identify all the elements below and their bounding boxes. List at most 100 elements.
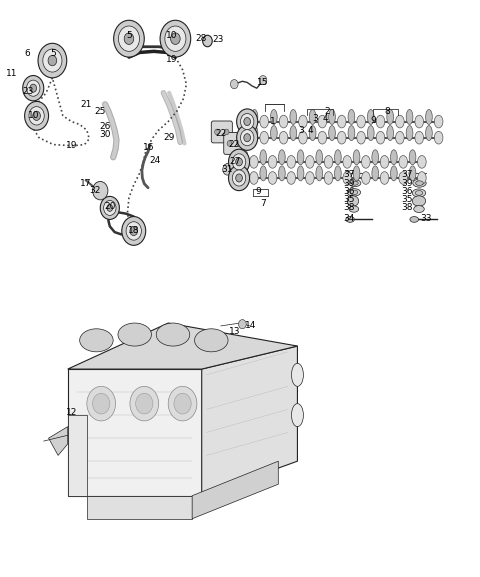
Circle shape xyxy=(345,170,350,176)
Text: 22: 22 xyxy=(215,129,227,137)
Ellipse shape xyxy=(348,110,355,125)
Text: 20: 20 xyxy=(104,203,116,211)
Circle shape xyxy=(231,159,239,168)
Text: 10: 10 xyxy=(166,31,178,40)
Circle shape xyxy=(237,125,258,151)
Ellipse shape xyxy=(399,171,408,184)
Text: 15: 15 xyxy=(257,78,269,87)
Ellipse shape xyxy=(367,126,374,141)
Circle shape xyxy=(244,134,251,142)
Ellipse shape xyxy=(290,126,297,141)
Ellipse shape xyxy=(372,166,379,181)
Ellipse shape xyxy=(372,150,379,165)
Ellipse shape xyxy=(260,115,268,128)
Ellipse shape xyxy=(350,190,358,194)
Circle shape xyxy=(259,76,267,85)
Ellipse shape xyxy=(194,329,228,352)
Ellipse shape xyxy=(309,110,316,125)
Ellipse shape xyxy=(250,171,258,184)
Ellipse shape xyxy=(306,171,314,184)
Circle shape xyxy=(48,55,57,66)
Ellipse shape xyxy=(268,171,277,184)
Text: 4: 4 xyxy=(323,114,328,123)
Ellipse shape xyxy=(406,126,413,141)
Circle shape xyxy=(227,141,232,147)
Text: 12: 12 xyxy=(66,408,77,417)
Ellipse shape xyxy=(297,166,304,181)
Ellipse shape xyxy=(271,126,277,141)
Text: 5: 5 xyxy=(50,49,56,58)
Ellipse shape xyxy=(399,156,408,168)
Circle shape xyxy=(170,33,180,44)
Ellipse shape xyxy=(346,216,354,222)
Circle shape xyxy=(29,107,44,125)
Circle shape xyxy=(168,387,197,421)
Ellipse shape xyxy=(279,132,288,144)
Text: 35: 35 xyxy=(401,196,412,204)
Ellipse shape xyxy=(347,189,360,196)
Circle shape xyxy=(23,76,44,101)
Circle shape xyxy=(24,102,48,130)
Ellipse shape xyxy=(361,171,370,184)
Ellipse shape xyxy=(343,171,351,184)
Ellipse shape xyxy=(337,115,346,128)
Ellipse shape xyxy=(434,132,443,144)
Circle shape xyxy=(215,129,219,135)
Ellipse shape xyxy=(329,126,336,141)
Circle shape xyxy=(26,80,40,96)
Circle shape xyxy=(93,394,110,414)
Ellipse shape xyxy=(251,110,258,125)
Ellipse shape xyxy=(278,150,285,165)
Circle shape xyxy=(124,33,134,44)
Text: 38: 38 xyxy=(343,204,355,212)
Ellipse shape xyxy=(268,156,277,168)
Ellipse shape xyxy=(351,181,358,185)
Ellipse shape xyxy=(349,206,359,212)
Polygon shape xyxy=(68,369,202,496)
Ellipse shape xyxy=(337,132,346,144)
Ellipse shape xyxy=(380,156,389,168)
Ellipse shape xyxy=(357,115,365,128)
Ellipse shape xyxy=(291,364,303,387)
Circle shape xyxy=(30,84,36,92)
Text: 37: 37 xyxy=(343,170,355,179)
Ellipse shape xyxy=(240,132,249,144)
Ellipse shape xyxy=(329,110,336,125)
FancyBboxPatch shape xyxy=(224,133,245,155)
Ellipse shape xyxy=(412,189,426,197)
Ellipse shape xyxy=(80,329,113,352)
Circle shape xyxy=(203,35,212,47)
Ellipse shape xyxy=(412,196,426,206)
Text: 4: 4 xyxy=(308,126,313,134)
Text: 27: 27 xyxy=(229,158,241,166)
Circle shape xyxy=(136,394,153,414)
Ellipse shape xyxy=(335,166,341,181)
Ellipse shape xyxy=(361,156,370,168)
Polygon shape xyxy=(202,346,298,496)
Text: 5: 5 xyxy=(126,31,132,40)
Ellipse shape xyxy=(376,132,385,144)
Ellipse shape xyxy=(279,115,288,128)
Circle shape xyxy=(232,170,246,186)
Ellipse shape xyxy=(415,132,423,144)
Circle shape xyxy=(223,164,232,175)
Text: 9: 9 xyxy=(370,116,376,125)
Ellipse shape xyxy=(391,166,397,181)
Text: 6: 6 xyxy=(24,49,30,58)
Ellipse shape xyxy=(418,156,426,168)
Ellipse shape xyxy=(353,150,360,165)
Text: 23: 23 xyxy=(23,87,34,96)
Text: 8: 8 xyxy=(384,107,390,116)
Ellipse shape xyxy=(318,132,326,144)
Text: 19: 19 xyxy=(166,55,178,64)
Ellipse shape xyxy=(391,150,397,165)
Text: 36: 36 xyxy=(401,188,412,196)
Ellipse shape xyxy=(409,150,416,165)
Circle shape xyxy=(43,49,62,72)
Circle shape xyxy=(174,394,191,414)
Ellipse shape xyxy=(316,150,323,165)
Ellipse shape xyxy=(348,126,355,141)
Circle shape xyxy=(244,118,251,126)
Text: 7: 7 xyxy=(260,199,266,208)
Circle shape xyxy=(114,20,144,57)
